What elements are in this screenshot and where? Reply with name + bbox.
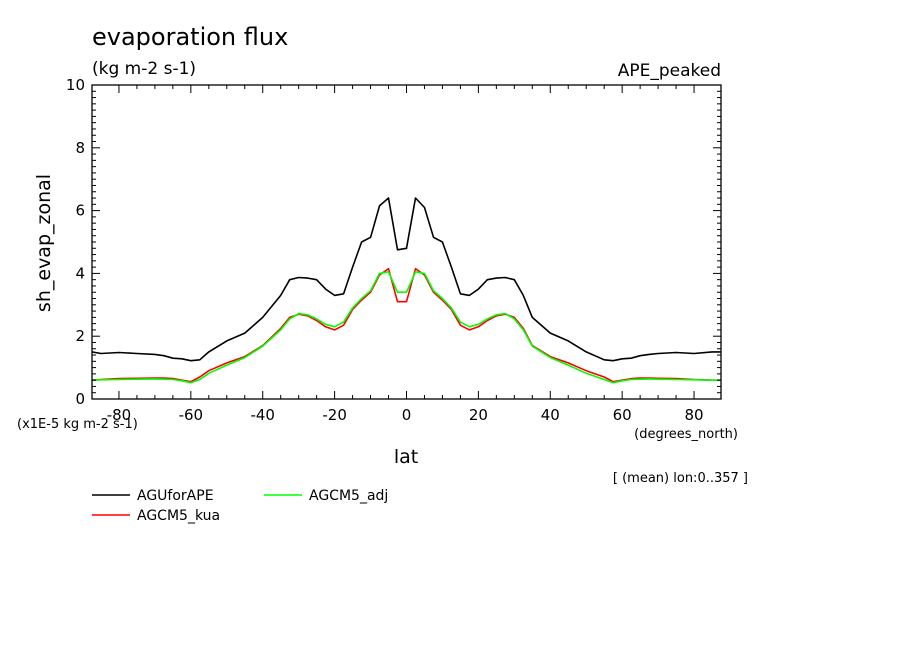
x-tick-label: 20 — [469, 406, 488, 424]
y-tick-label: 2 — [75, 327, 85, 345]
legend-item-agu: AGUforAPE — [92, 488, 214, 504]
x-tick-label: -40 — [250, 406, 275, 424]
series-line-kua — [91, 267, 721, 383]
x-tick-label: 60 — [613, 406, 632, 424]
plot-frame — [91, 84, 722, 400]
plot-lines — [91, 197, 721, 384]
x-tick-label: 40 — [541, 406, 560, 424]
x-tick-label: -80 — [107, 406, 132, 424]
y-tick-label: 4 — [75, 264, 85, 282]
experiment-label: APE_peaked — [618, 61, 721, 81]
legend-label-adj: AGCM5_adj — [309, 488, 388, 504]
x-tick-label: -20 — [322, 406, 347, 424]
x-axis-label: lat — [394, 446, 418, 468]
x-tick-label: 80 — [684, 406, 703, 424]
x-tick-labels: -80 -60 -40 -20 0 20 40 60 80 — [107, 406, 704, 424]
x-tick-label: -60 — [179, 406, 204, 424]
legend-item-kua: AGCM5_kua — [92, 508, 220, 524]
y-tick-label: 10 — [66, 76, 85, 94]
y-axis-label: sh_evap_zonal — [33, 174, 55, 312]
y-tick-labels: 0 2 4 6 8 10 — [66, 76, 85, 408]
legend-label-kua: AGCM5_kua — [137, 508, 220, 524]
y-tick-label: 6 — [75, 202, 85, 220]
chart-units: (kg m-2 s-1) — [92, 59, 196, 79]
axis-ticks — [92, 84, 721, 400]
y-tick-label: 8 — [75, 139, 85, 157]
series-line-adj — [91, 271, 721, 384]
legend-item-adj: AGCM5_adj — [264, 488, 388, 504]
averaging-note: [ (mean) lon:0..357 ] — [613, 471, 748, 486]
x-tick-label: 0 — [402, 406, 412, 424]
y-scale-note: (x1E-5 kg m-2 s-1) — [17, 417, 138, 432]
legend-label-agu: AGUforAPE — [137, 488, 214, 504]
series-line-agu — [91, 197, 721, 362]
x-units-label: (degrees_north) — [634, 427, 738, 442]
chart-title: evaporation flux — [92, 23, 288, 51]
legend: AGUforAPE AGCM5_kua AGCM5_adj — [92, 488, 388, 524]
y-tick-label: 0 — [75, 390, 85, 408]
